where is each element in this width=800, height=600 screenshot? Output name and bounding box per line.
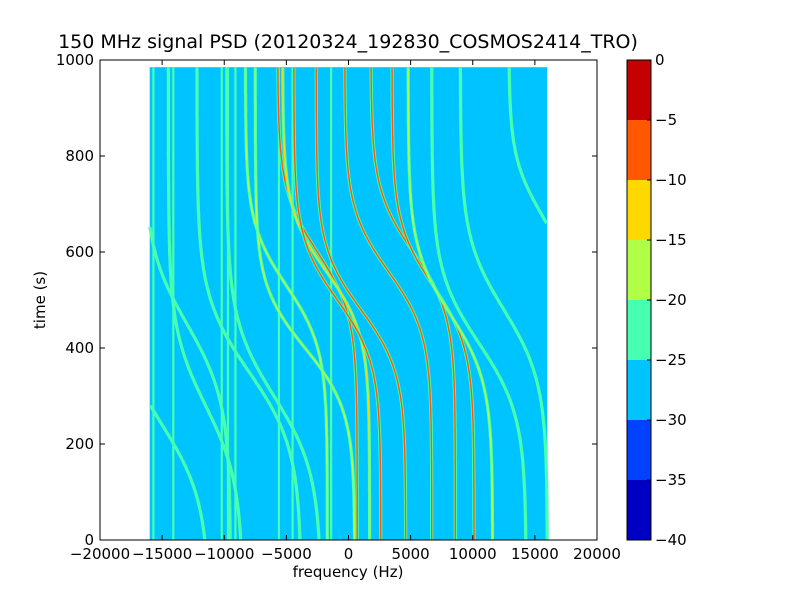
doppler-track — [370, 67, 456, 540]
x-axis-label: frequency (Hz) — [293, 563, 404, 581]
colorbar-tick-label: −25 — [655, 351, 687, 369]
doppler-track — [244, 67, 329, 540]
colorbar-segment — [627, 480, 651, 540]
x-tick-label: 10000 — [449, 545, 497, 563]
doppler-track — [196, 67, 301, 541]
doppler-track — [344, 67, 433, 540]
y-tick-label: 1000 — [56, 51, 94, 69]
colorbar-tick-label: −40 — [655, 531, 687, 549]
x-tick-label: −10000 — [194, 545, 254, 563]
doppler-track — [407, 67, 494, 540]
heatmap — [148, 67, 549, 541]
y-tick-label: 600 — [65, 243, 94, 261]
colorbar — [627, 60, 651, 540]
x-axis-ticks: −20000 −15000 −10000 −5000 0 5000 10000 15000 20… — [70, 60, 621, 563]
y-tick-label: 0 — [84, 531, 94, 549]
chart-title: 150 MHz signal PSD (20120324_192830_COSM… — [58, 31, 638, 53]
colorbar-tick-label: −5 — [655, 111, 677, 129]
colorbar-segment — [627, 120, 651, 180]
doppler-track — [149, 405, 206, 541]
colorbar-segment — [627, 180, 651, 240]
doppler-track — [282, 67, 371, 540]
x-tick-label: −20000 — [70, 545, 130, 563]
y-axis-label: time (s) — [31, 271, 49, 329]
x-tick-label: −15000 — [132, 545, 192, 563]
x-tick-label: −5000 — [261, 545, 312, 563]
colorbar-segment — [627, 60, 651, 120]
doppler-track — [293, 67, 382, 540]
doppler-track — [254, 67, 356, 540]
doppler-track — [315, 67, 407, 540]
doppler-track — [226, 67, 320, 541]
colorbar-segment — [627, 240, 651, 300]
colorbar-tick-label: −35 — [655, 471, 687, 489]
doppler-track — [459, 67, 548, 541]
y-axis-ticks: 0 200 400 600 800 1000 — [56, 51, 597, 549]
y-tick-label: 200 — [65, 435, 94, 453]
doppler-track — [277, 67, 358, 540]
colorbar-segment — [627, 300, 651, 360]
doppler-tracks — [148, 67, 549, 541]
x-tick-label: 20000 — [573, 545, 621, 563]
x-tick-label: 5000 — [392, 545, 430, 563]
colorbar-segment — [627, 360, 651, 420]
colorbar-tick-label: −10 — [655, 171, 687, 189]
y-tick-label: 800 — [65, 147, 94, 165]
x-tick-label: 15000 — [511, 545, 559, 563]
x-tick-label: 0 — [344, 545, 354, 563]
colorbar-tick-label: −30 — [655, 411, 687, 429]
doppler-track — [431, 67, 527, 540]
colorbar-ticks: 0 −5 −10 −15 −20 −25 −30 −35 −40 — [647, 51, 687, 549]
colorbar-tick-label: −15 — [655, 231, 687, 249]
doppler-track — [508, 67, 548, 224]
colorbar-tick-label: 0 — [655, 51, 665, 69]
colorbar-segment — [627, 420, 651, 480]
doppler-track — [167, 67, 242, 541]
colorbar-tick-label: −20 — [655, 291, 687, 309]
y-tick-label: 400 — [65, 339, 94, 357]
doppler-track — [149, 226, 231, 540]
